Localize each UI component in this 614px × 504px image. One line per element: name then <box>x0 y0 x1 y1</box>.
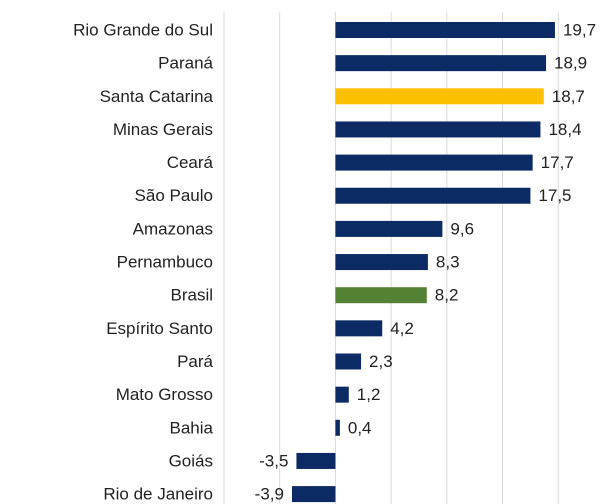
value-label: 18,7 <box>552 87 585 106</box>
value-label: 0,4 <box>348 418 372 437</box>
value-label: 8,3 <box>436 253 460 272</box>
category-label: Pernambuco <box>117 253 213 272</box>
value-label: 1,2 <box>357 385 381 404</box>
category-label: Brasil <box>170 286 213 305</box>
category-label: Amazonas <box>133 219 213 238</box>
value-label: 4,2 <box>390 319 414 338</box>
bar <box>335 154 533 171</box>
value-label: 18,9 <box>554 54 587 73</box>
category-label: Rio de Janeiro <box>103 485 213 504</box>
category-label: Rio Grande do Sul <box>73 20 213 39</box>
category-label: Pará <box>177 352 213 371</box>
bar <box>296 452 336 469</box>
value-label: 18,4 <box>548 120 581 139</box>
bar <box>335 320 383 337</box>
bar <box>335 22 555 38</box>
category-label: Mato Grosso <box>116 385 213 404</box>
category-label: Bahia <box>170 418 214 437</box>
bar <box>335 419 340 436</box>
category-label: Paraná <box>158 54 213 73</box>
bar <box>335 287 427 304</box>
category-label: Espírito Santo <box>106 319 213 338</box>
bar <box>335 353 362 370</box>
value-label: 17,7 <box>541 153 574 172</box>
category-label: Goiás <box>169 451 213 470</box>
value-label: 2,3 <box>369 352 393 371</box>
bar <box>335 386 349 403</box>
value-label: 19,7 <box>563 20 596 39</box>
bar <box>291 486 336 503</box>
category-label: São Paulo <box>135 186 213 205</box>
bar <box>335 254 428 271</box>
value-label: -3,9 <box>255 485 284 504</box>
bar <box>335 88 544 105</box>
bar <box>335 187 531 204</box>
bar <box>335 220 443 237</box>
category-label: Minas Gerais <box>113 120 213 139</box>
value-label: -3,5 <box>259 451 288 470</box>
category-label: Ceará <box>167 153 214 172</box>
value-label: 8,2 <box>435 286 459 305</box>
bar <box>335 121 541 138</box>
value-label: 17,5 <box>538 186 571 205</box>
bar <box>335 55 547 72</box>
category-label: Santa Catarina <box>100 87 214 106</box>
value-label: 9,6 <box>450 219 474 238</box>
